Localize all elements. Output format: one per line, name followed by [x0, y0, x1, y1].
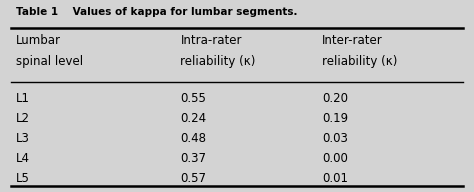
Text: 0.57: 0.57	[181, 172, 207, 185]
Text: L5: L5	[16, 172, 29, 185]
Text: 0.19: 0.19	[322, 112, 348, 125]
Text: 0.55: 0.55	[181, 92, 206, 105]
Text: L3: L3	[16, 132, 29, 145]
Text: Table 1    Values of kappa for lumbar segments.: Table 1 Values of kappa for lumbar segme…	[16, 7, 297, 17]
Text: 0.00: 0.00	[322, 152, 348, 165]
Text: L2: L2	[16, 112, 29, 125]
Text: reliability (κ): reliability (κ)	[181, 55, 256, 68]
Text: 0.24: 0.24	[181, 112, 207, 125]
Text: Inter-rater: Inter-rater	[322, 34, 383, 46]
Text: L4: L4	[16, 152, 29, 165]
Text: reliability (κ): reliability (κ)	[322, 55, 397, 68]
Text: spinal level: spinal level	[16, 55, 82, 68]
Text: 0.20: 0.20	[322, 92, 348, 105]
Text: 0.03: 0.03	[322, 132, 348, 145]
Text: L1: L1	[16, 92, 29, 105]
Text: Intra-rater: Intra-rater	[181, 34, 242, 46]
Text: 0.37: 0.37	[181, 152, 207, 165]
Text: 0.48: 0.48	[181, 132, 207, 145]
Text: Lumbar: Lumbar	[16, 34, 61, 46]
Text: 0.01: 0.01	[322, 172, 348, 185]
